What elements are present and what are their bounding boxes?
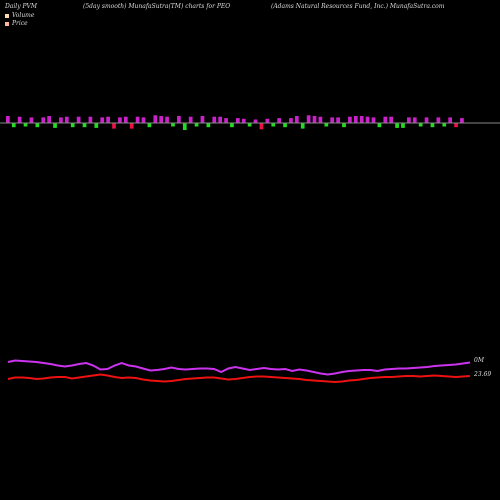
volume-bar [424,117,429,123]
volume-bar [283,123,287,128]
volume-bar [395,123,399,128]
volume-bar [312,116,317,123]
volume-bar [135,116,140,123]
volume-bar [389,116,394,123]
volume-bar [436,117,441,123]
volume-bar [23,123,28,127]
volume-bar [412,117,417,123]
volume-bar [41,117,46,123]
volume-bar [112,123,116,129]
legend-price-label: Price [12,20,28,27]
volume-bar [206,123,211,128]
volume-bar [159,116,164,123]
volume-bar [300,123,305,129]
volume-bar [141,117,146,123]
volume-bar [253,119,258,123]
volume-bar [241,118,246,123]
volume-bar [35,123,40,128]
legend-volume: Volume [5,12,34,19]
volume-bar [336,117,340,123]
volume-bar [123,116,128,123]
volume-bar [188,116,193,123]
volume-bar [430,123,435,128]
volume-bar [182,123,187,130]
volume-bar [218,116,223,123]
chart-title-right: (Adams Natural Resources Fund, Inc.) Mun… [271,3,445,10]
volume-bar [271,123,276,127]
volume-bar [294,116,299,123]
chart-title-left: Daily PVM [5,3,38,10]
volume-bar [448,117,453,123]
volume-bar [70,123,75,128]
volume-bar [454,123,458,128]
volume-bar [353,116,358,123]
volume-bar [177,116,181,123]
volume-bar [64,116,69,123]
legend-volume-swatch [5,13,9,18]
volume-bar [442,123,447,127]
volume-bar [247,123,252,127]
volume-bars [6,115,464,130]
volume-bar [401,123,405,128]
volume-bar [377,123,382,128]
volume-bar [407,117,411,123]
volume-bar [200,116,205,123]
legend-volume-label: Volume [12,12,35,19]
volume-bar [212,116,217,123]
chart-title-middle: (5day smooth) MunafaSutra(TM) charts for… [83,3,231,10]
volume-bar [153,115,158,123]
volume-bar [265,118,270,123]
legend-price: Price [5,20,28,27]
volume-bar [194,123,199,127]
volume-bar [59,117,63,123]
volume-bar [289,118,293,123]
volume-bar [348,116,352,123]
volume-bar [29,117,34,123]
volume-bar [11,123,16,128]
volume-bar [324,123,329,127]
volume-bar [106,116,110,123]
volume-bar [318,116,323,123]
legend-price-swatch [5,21,9,26]
volume-bar [236,118,240,123]
volume-bar [76,116,81,123]
volume-bar [277,118,281,123]
volume-bar [418,123,423,127]
volume-bar [230,123,234,128]
volume-bar [365,116,370,123]
volume-bar [306,115,311,123]
volume-bar [330,117,335,123]
volume-bar [224,118,228,123]
volume-bar [147,123,152,128]
volume-bar [165,116,169,123]
volume-bar [47,116,51,123]
volume-bar [460,118,464,123]
volume-bar [129,123,134,129]
volume-bar [53,123,57,128]
volume-bar [171,123,175,127]
volume-bar [82,123,87,128]
volume-bar [118,117,122,123]
volume-bar [94,123,99,128]
price-line [7,373,471,384]
volume-axis-label: 0M [474,357,485,364]
volume-bar [17,116,22,123]
price-last-label: 23.69 [473,371,491,378]
volume-bar [259,123,264,130]
volume-bar [359,116,364,123]
volume-bar [6,116,10,123]
volume-bar [342,123,346,128]
volume-bar [88,116,93,123]
pvm-line [7,359,471,376]
volume-bar [383,116,388,123]
volume-bar [371,117,376,123]
volume-bar [100,117,105,123]
